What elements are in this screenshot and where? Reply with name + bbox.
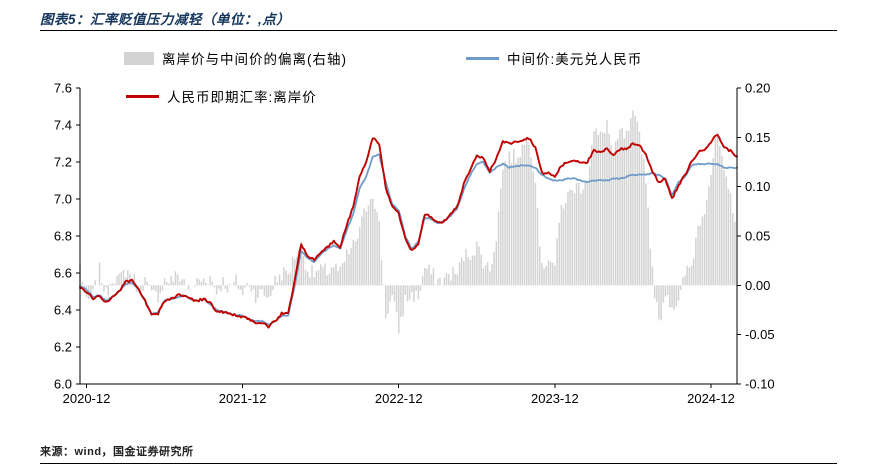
offshore-spot-line bbox=[79, 134, 738, 329]
deviation-bar-swatch-icon bbox=[124, 51, 154, 65]
title-divider bbox=[40, 30, 837, 31]
x-tick-label: 2024-12 bbox=[687, 391, 735, 406]
y-right-tick-label: 0.20 bbox=[745, 81, 770, 96]
legend-item-central-parity: 中间价:美元兑人民币 bbox=[466, 48, 642, 68]
x-tick-label: 2022-12 bbox=[375, 391, 423, 406]
y-right-tick-label: -0.10 bbox=[745, 377, 775, 392]
legend-label-deviation: 离岸价与中间价的偏离(右轴) bbox=[162, 52, 347, 67]
y-left-tick-label: 7.2 bbox=[54, 155, 72, 170]
legend-item-deviation: 离岸价与中间价的偏离(右轴) bbox=[124, 48, 347, 68]
y-right-tick-label: 0.10 bbox=[745, 179, 770, 194]
spot-line-swatch-icon bbox=[126, 94, 159, 98]
central-parity-line bbox=[79, 153, 738, 326]
y-left-tick-label: 6.6 bbox=[54, 266, 72, 281]
deviation-bars-series bbox=[79, 110, 736, 334]
y-left-tick-label: 6.4 bbox=[54, 303, 72, 318]
source-note: 来源：wind，国金证券研究所 bbox=[40, 446, 194, 458]
legend-label-offshore-spot: 人民币即期汇率:离岸价 bbox=[167, 90, 317, 105]
y-right-tick-label: 0.05 bbox=[745, 229, 770, 244]
plot-frame bbox=[79, 88, 738, 385]
y-left-tick-label: 7.0 bbox=[54, 192, 72, 207]
y-left-tick-label: 6.2 bbox=[54, 340, 72, 355]
legend-item-offshore-spot: 人民币即期汇率:离岸价 bbox=[126, 86, 317, 106]
x-tick-label: 2021-12 bbox=[219, 391, 267, 406]
y-left-tick-label: 6.0 bbox=[54, 377, 72, 392]
y-right-tick-label: -0.05 bbox=[745, 327, 775, 342]
x-tick-label: 2023-12 bbox=[531, 391, 579, 406]
bottom-divider bbox=[40, 463, 837, 464]
y-left-tick-label: 7.6 bbox=[54, 81, 72, 96]
y-left-tick-label: 7.4 bbox=[54, 118, 72, 133]
y-right-tick-label: 0.00 bbox=[745, 278, 770, 293]
y-left-tick-label: 6.8 bbox=[54, 229, 72, 244]
y-right-tick-label: 0.15 bbox=[745, 130, 770, 145]
chart-title: 图表5：汇率贬值压力减轻（单位：,点） bbox=[40, 12, 291, 27]
x-tick-label: 2020-12 bbox=[63, 391, 111, 406]
parity-line-swatch-icon bbox=[466, 56, 499, 60]
legend-label-central-parity: 中间价:美元兑人民币 bbox=[507, 52, 643, 67]
